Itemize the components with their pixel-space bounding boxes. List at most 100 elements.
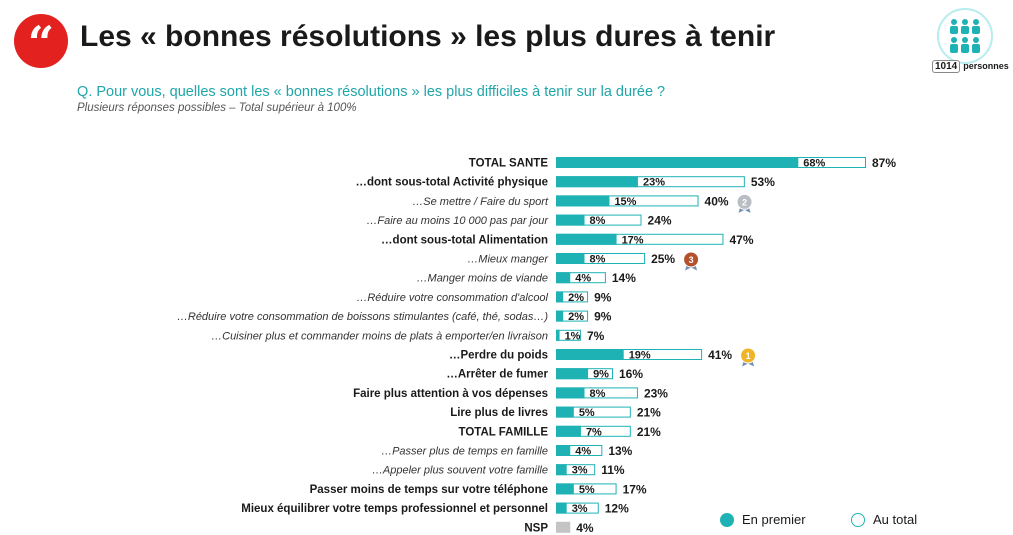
data-label-total: 4% xyxy=(576,521,594,535)
data-label-first: 5% xyxy=(579,484,595,496)
sample-size: 1014 personnes xyxy=(932,59,1009,73)
medal-icon xyxy=(736,193,753,210)
bar-first xyxy=(556,176,638,188)
row-label: NSP xyxy=(524,522,548,534)
bar-first xyxy=(556,233,617,245)
row-label: …Se mettre / Faire du sport xyxy=(412,196,549,208)
data-label-first: 2% xyxy=(568,292,584,304)
data-label-total: 21% xyxy=(637,406,661,420)
data-label-first: 8% xyxy=(590,388,606,400)
data-label-total: 53% xyxy=(751,175,775,189)
row-label: …dont sous-total Activité physique xyxy=(355,177,548,189)
data-label-first: 4% xyxy=(575,446,591,458)
row-label: TOTAL FAMILLE xyxy=(459,426,549,438)
data-label-total: 23% xyxy=(644,386,668,400)
data-label-total: 11% xyxy=(601,463,625,477)
data-label-first: 19% xyxy=(629,350,651,362)
data-label-first: 3% xyxy=(572,503,588,515)
data-label-total: 14% xyxy=(612,271,636,285)
bar-first xyxy=(556,483,574,495)
data-label-first: 23% xyxy=(643,177,665,189)
row-label: Mieux équilibrer votre temps professionn… xyxy=(241,503,548,515)
data-label-total: 87% xyxy=(872,156,896,170)
data-label-total: 41% xyxy=(708,348,732,362)
sample-size-unit: personnes xyxy=(963,61,1009,71)
bar-total xyxy=(556,521,571,533)
bar-first xyxy=(556,502,567,514)
bar-first xyxy=(556,272,571,284)
medal-icon xyxy=(683,251,700,268)
bar-first xyxy=(556,464,567,476)
data-label-total: 17% xyxy=(623,482,647,496)
data-label-first: 68% xyxy=(803,158,825,170)
row-label: …Manger moins de viande xyxy=(417,273,548,285)
survey-note: Plusieurs réponses possibles – Total sup… xyxy=(77,102,357,114)
data-label-total: 16% xyxy=(619,367,643,381)
sample-size-number: 1014 xyxy=(932,60,961,73)
data-label-first: 8% xyxy=(590,254,606,266)
row-label: …Appeler plus souvent votre famille xyxy=(372,465,548,477)
data-label-total: 12% xyxy=(605,502,629,516)
data-label-total: 13% xyxy=(608,444,632,458)
row-label: …Faire au moins 10 000 pas par jour xyxy=(366,215,549,227)
row-label: …Perdre du poids xyxy=(449,350,548,362)
bar-first xyxy=(556,406,574,418)
data-label-first: 8% xyxy=(590,215,606,227)
data-label-total: 9% xyxy=(594,290,612,304)
bar-first xyxy=(556,157,799,168)
bar-first xyxy=(556,387,585,399)
data-label-first: 7% xyxy=(586,426,602,438)
medal-icon xyxy=(740,347,757,364)
page-title: Les « bonnes résolutions » les plus dure… xyxy=(80,20,776,53)
row-label: Faire plus attention à vos dépenses xyxy=(353,388,548,400)
data-label-total: 25% xyxy=(651,252,675,266)
bar-first xyxy=(556,445,571,456)
row-label: …Réduire votre consommation d'alcool xyxy=(356,292,548,304)
legend-en-premier-label: En premier xyxy=(742,512,806,527)
data-label-total: 7% xyxy=(587,329,605,343)
data-label-total: 21% xyxy=(637,425,661,439)
row-label: Passer moins de temps sur votre téléphon… xyxy=(310,484,548,496)
row-label: …dont sous-total Alimentation xyxy=(381,234,548,246)
legend-filled-dot-icon xyxy=(720,512,734,527)
data-label-first: 1% xyxy=(565,330,581,342)
row-label: Lire plus de livres xyxy=(450,407,548,419)
legend-au-total: Au total xyxy=(851,512,917,527)
data-label-first: 4% xyxy=(575,273,591,285)
legend-au-total-label: Au total xyxy=(873,512,918,527)
bar-first xyxy=(556,291,564,303)
people-group-icon xyxy=(937,8,993,64)
bar-first xyxy=(556,329,560,341)
bar-first xyxy=(556,425,581,437)
survey-question: Q. Pour vous, quelles sont les « bonnes … xyxy=(77,84,666,100)
row-label: …Cuisiner plus et commander moins de pla… xyxy=(211,330,548,342)
bar-first xyxy=(556,310,564,322)
data-label-total: 47% xyxy=(729,233,753,247)
data-label-first: 5% xyxy=(579,407,595,419)
row-label: …Passer plus de temps en famille xyxy=(381,446,548,458)
data-label-first: 15% xyxy=(614,196,636,208)
row-label: …Réduire votre consommation de boissons … xyxy=(177,311,548,323)
data-label-first: 2% xyxy=(568,311,584,323)
bar-first xyxy=(556,368,589,380)
bar-first xyxy=(556,253,585,264)
data-label-first: 9% xyxy=(593,369,609,381)
data-label-total: 24% xyxy=(648,214,672,228)
row-label: …Arrêter de fumer xyxy=(446,369,548,381)
row-label: TOTAL SANTE xyxy=(469,158,549,170)
data-label-first: 3% xyxy=(572,465,588,477)
data-label-first: 17% xyxy=(622,234,644,246)
bar-first xyxy=(556,349,624,360)
bar-first xyxy=(556,195,610,207)
medal-rank: 3 xyxy=(689,255,694,265)
row-label: …Mieux manger xyxy=(467,254,549,266)
medal-rank: 2 xyxy=(742,197,747,207)
data-label-total: 40% xyxy=(705,194,729,208)
quote-icon: “ xyxy=(14,14,68,70)
legend-en-premier: En premier xyxy=(720,512,806,527)
legend-outline-dot-icon xyxy=(851,512,865,527)
medal-rank: 1 xyxy=(746,351,751,361)
data-label-total: 9% xyxy=(594,310,612,324)
bar-first xyxy=(556,214,585,226)
